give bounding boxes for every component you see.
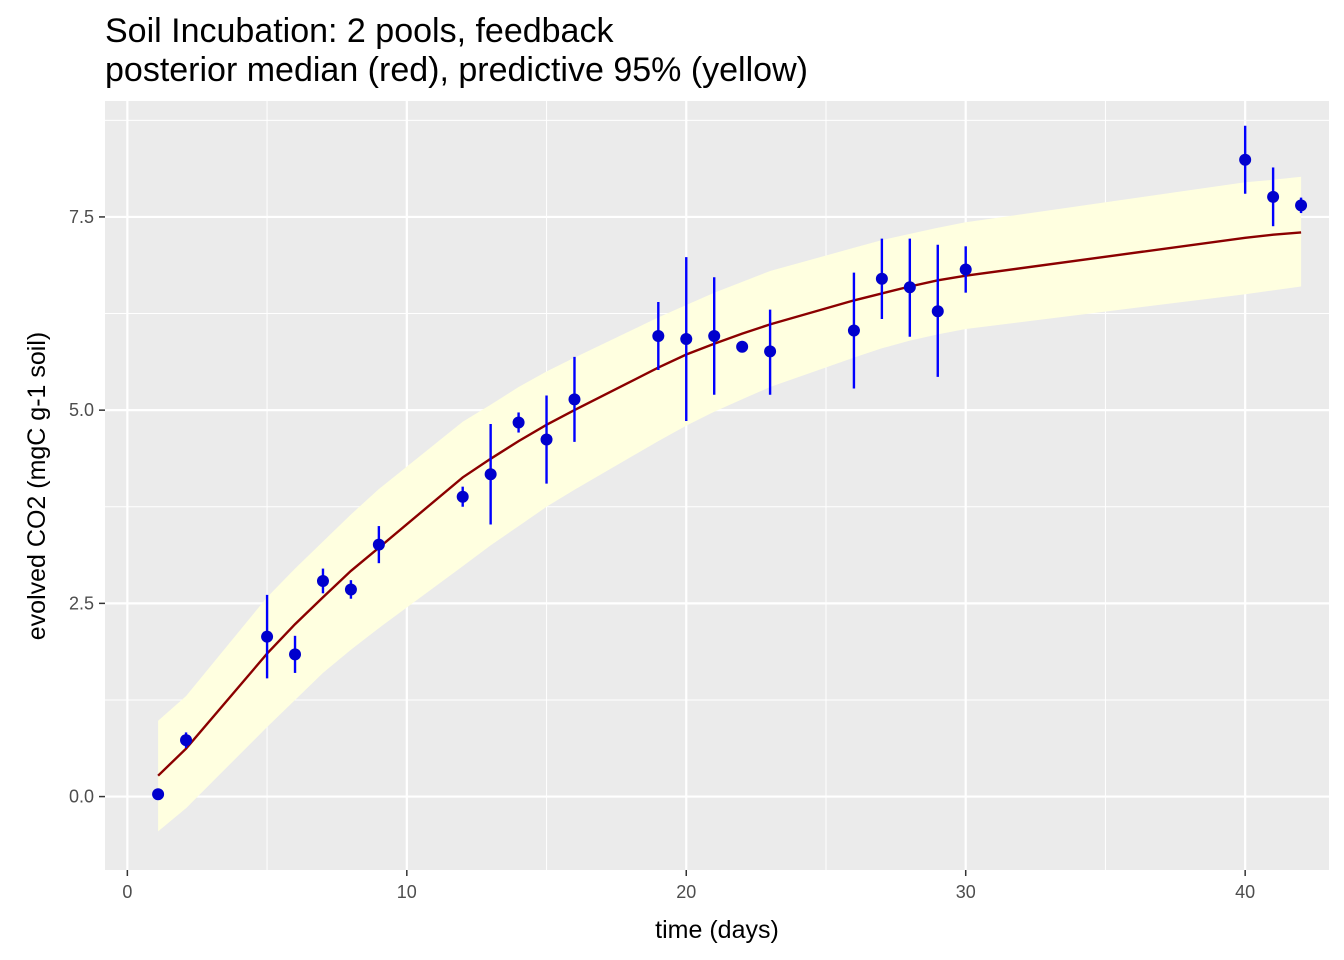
data-point xyxy=(316,574,329,587)
data-point xyxy=(875,272,888,285)
data-point xyxy=(764,345,777,358)
data-point xyxy=(261,630,274,643)
x-tick-label: 30 xyxy=(956,882,976,902)
x-axis-title: time (days) xyxy=(655,916,779,944)
x-tick-label: 20 xyxy=(676,882,696,902)
data-point xyxy=(959,263,972,276)
data-point xyxy=(1239,153,1252,166)
observation-points xyxy=(152,153,1308,801)
x-axis: 0 10 20 30 40 xyxy=(122,870,1255,902)
y-axis-title: evolved CO2 (mgC g-1 soil) xyxy=(23,332,51,640)
data-point xyxy=(456,490,469,503)
data-point xyxy=(344,583,357,596)
y-tick-label: 2.5 xyxy=(69,593,94,613)
data-point xyxy=(680,333,693,346)
chart-title: Soil Incubation: 2 pools, feedback xyxy=(105,12,614,50)
data-point xyxy=(568,393,581,406)
data-point xyxy=(540,433,553,446)
data-point xyxy=(372,538,385,551)
data-point xyxy=(1267,190,1280,203)
y-tick-label: 5.0 xyxy=(69,400,94,420)
chart-subtitle: posterior median (red), predictive 95% (… xyxy=(105,51,808,89)
data-point xyxy=(847,324,860,337)
data-point xyxy=(1295,199,1308,212)
data-point xyxy=(903,281,916,294)
data-point xyxy=(289,648,302,661)
data-point xyxy=(484,468,497,481)
data-point xyxy=(152,788,165,801)
data-point xyxy=(736,340,749,353)
data-point xyxy=(652,329,665,342)
x-tick-label: 0 xyxy=(122,882,132,902)
data-point xyxy=(931,305,944,318)
predictive-interval-band xyxy=(158,176,1302,832)
y-axis: 0.0 2.5 5.0 7.5 xyxy=(69,207,105,807)
y-tick-label: 0.0 xyxy=(69,787,94,807)
y-tick-label: 7.5 xyxy=(69,207,94,227)
x-tick-label: 40 xyxy=(1235,882,1255,902)
data-point xyxy=(180,734,193,747)
data-point xyxy=(708,329,721,342)
data-point xyxy=(512,416,525,429)
x-tick-label: 10 xyxy=(397,882,417,902)
